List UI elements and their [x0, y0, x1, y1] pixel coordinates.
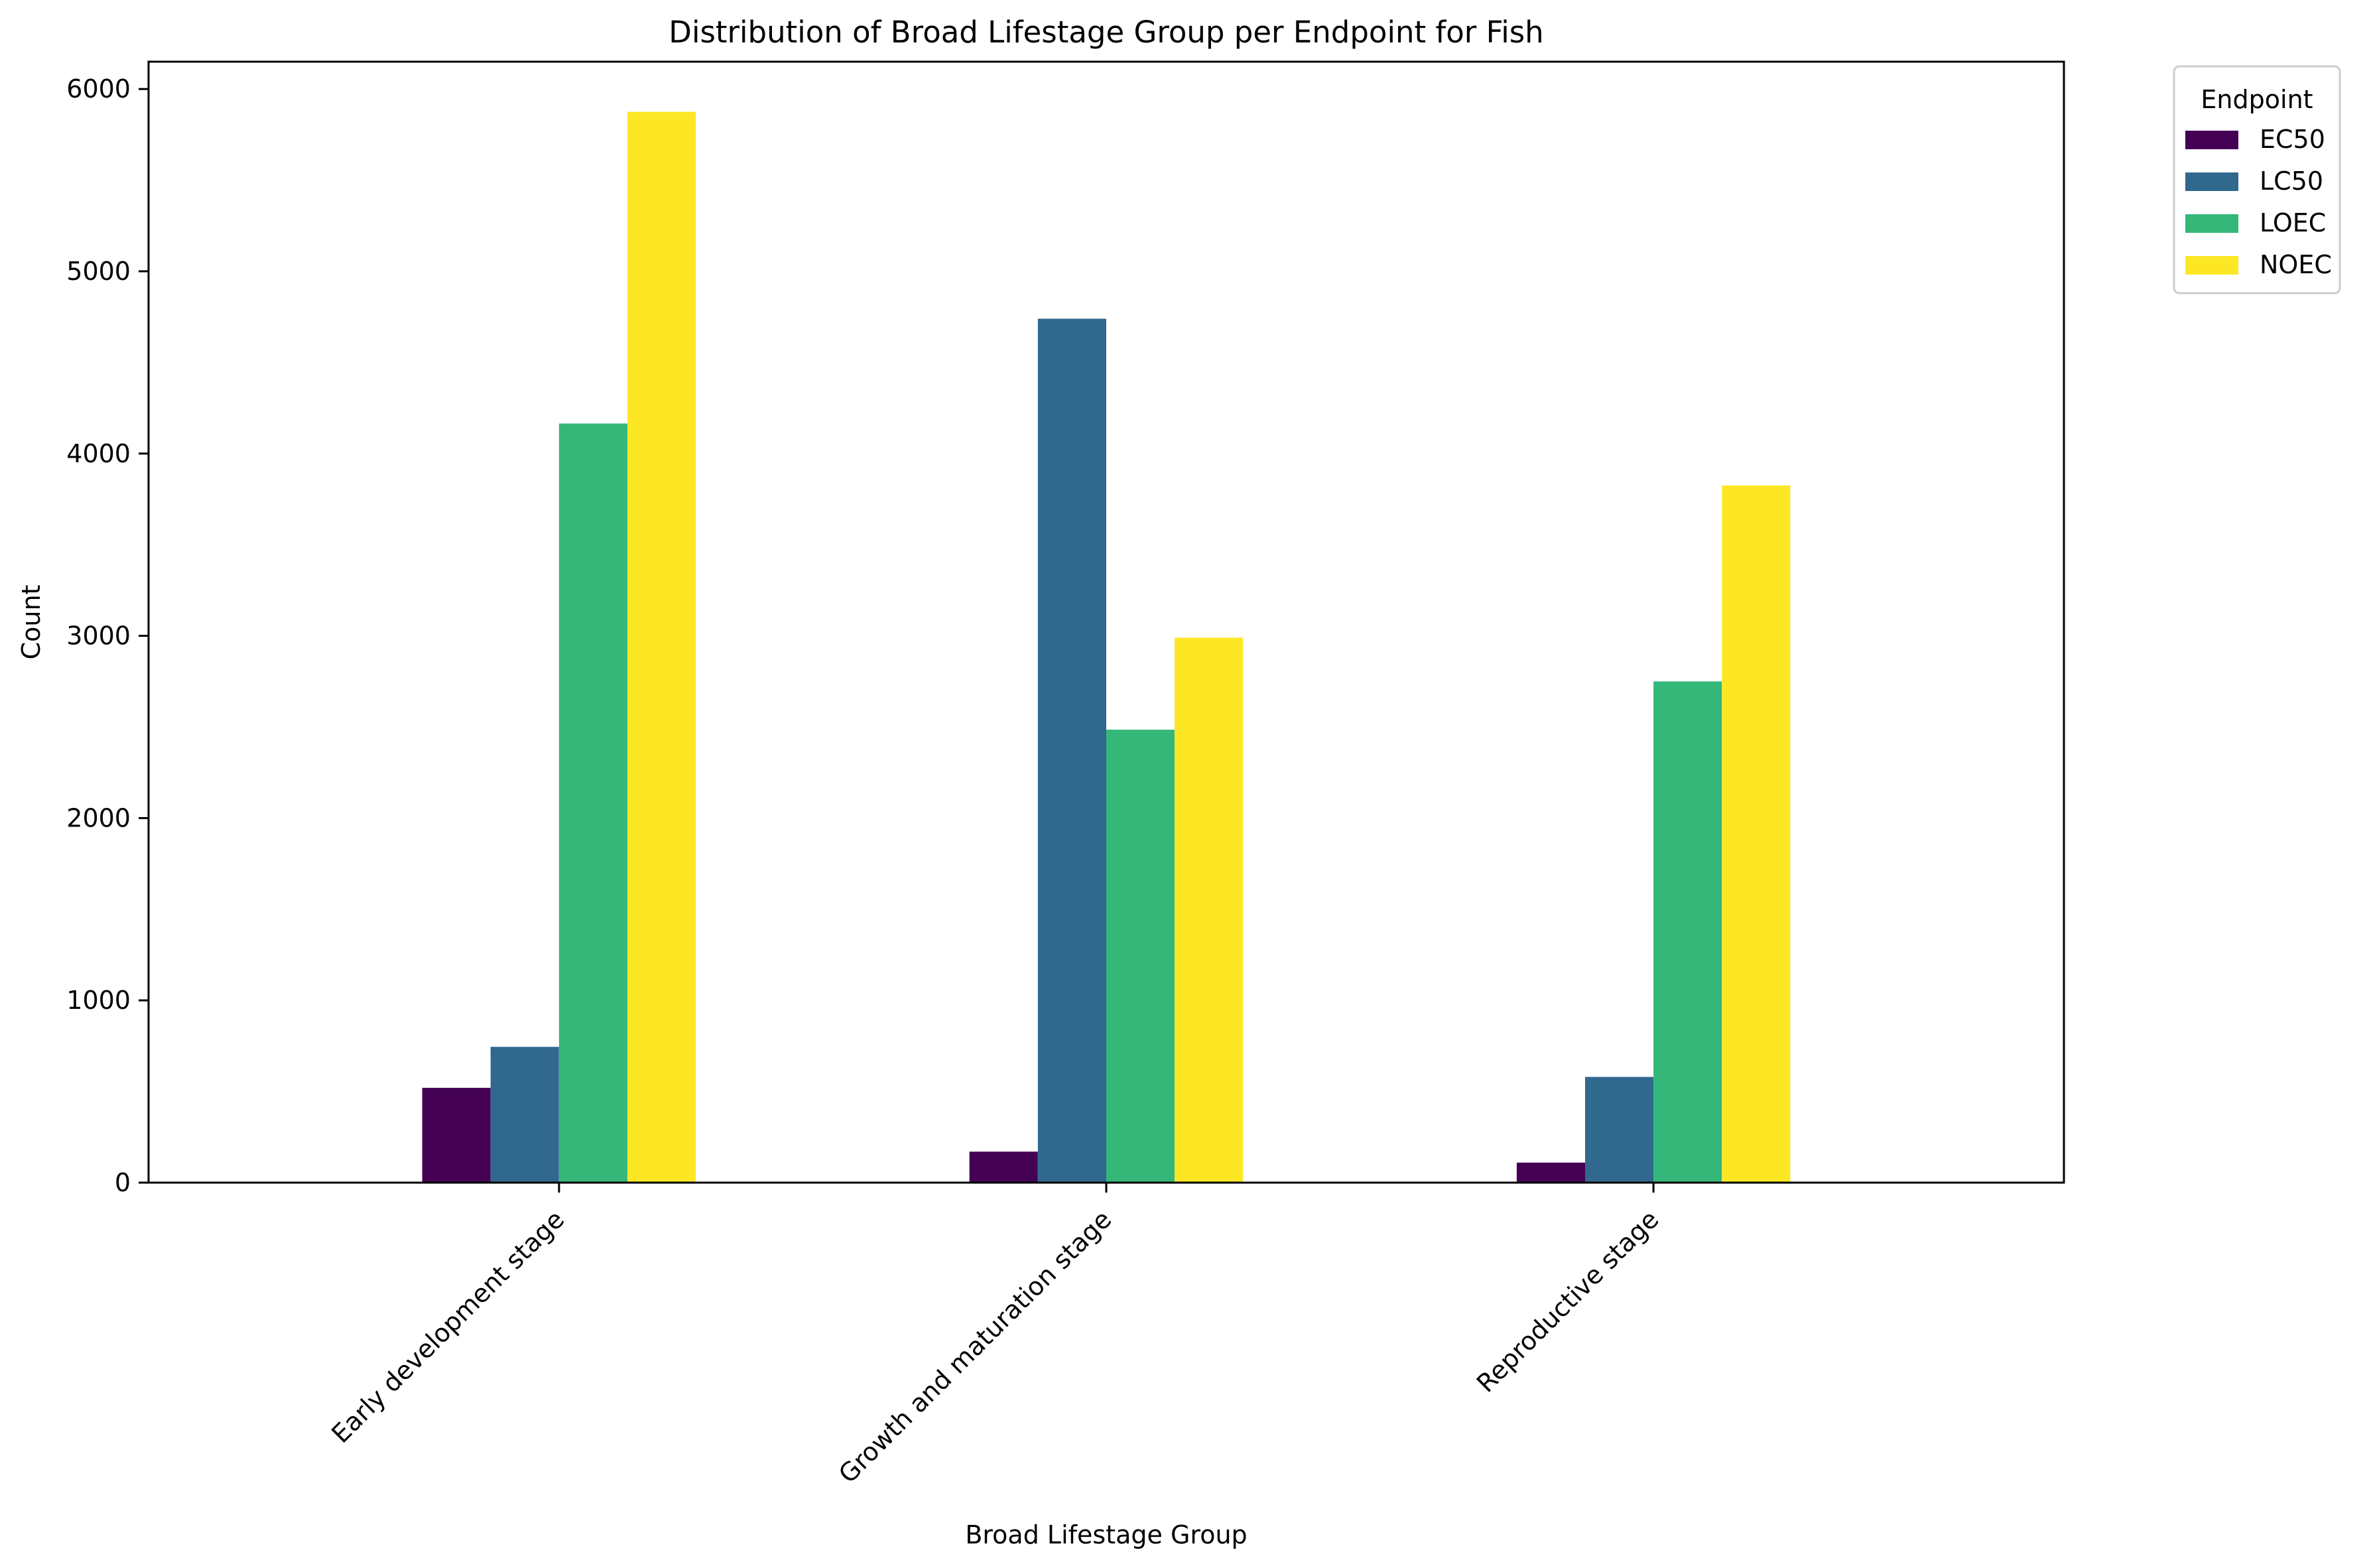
- bar-noec-1: [627, 111, 696, 1183]
- bar-noec-3: [1722, 485, 1791, 1183]
- y-tick-label: 6000: [66, 74, 131, 103]
- legend: Endpoint EC50 LC50 LOEC NOEC: [2173, 65, 2341, 294]
- legend-title: Endpoint: [2201, 85, 2313, 114]
- y-tick-label: 4000: [66, 439, 131, 468]
- legend-label-ec50: EC50: [2260, 125, 2325, 154]
- legend-swatch-ec50: [2185, 131, 2238, 149]
- legend-label-noec: NOEC: [2260, 250, 2332, 279]
- legend-label-lc50: LC50: [2260, 166, 2323, 196]
- legend-swatch-noec: [2185, 256, 2238, 275]
- bar-lc50-3: [1585, 1077, 1654, 1183]
- legend-entries: EC50 LC50 LOEC NOEC: [2185, 125, 2332, 279]
- bar-ec50-3: [1516, 1162, 1585, 1183]
- bar-lc50-2: [1037, 318, 1106, 1183]
- bar-loec-2: [1106, 730, 1175, 1183]
- bar-noec-2: [1175, 637, 1244, 1183]
- bar-ec50-1: [422, 1088, 491, 1183]
- y-tick-label: 1000: [66, 986, 131, 1015]
- y-tick-label: 3000: [66, 621, 131, 651]
- x-axis-label: Broad Lifestage Group: [965, 1520, 1247, 1549]
- y-tick-label: 2000: [66, 803, 131, 832]
- bar-loec-3: [1653, 681, 1722, 1183]
- y-axis-label: Count: [17, 585, 46, 660]
- legend-frame: [2173, 65, 2341, 294]
- chart-title: Distribution of Broad Lifestage Group pe…: [669, 15, 1543, 50]
- y-axis: 0 1000 2000 3000 4000 5000 6000: [66, 74, 149, 1197]
- y-tick-label: 0: [115, 1168, 131, 1197]
- bar-lc50-1: [490, 1047, 559, 1183]
- bar-loec-1: [558, 423, 627, 1183]
- bar-ec50-2: [969, 1151, 1038, 1183]
- bars-layer: [422, 111, 1791, 1183]
- legend-swatch-lc50: [2185, 172, 2238, 191]
- y-tick-label: 5000: [66, 257, 131, 286]
- plot-frame: [147, 60, 2065, 1184]
- legend-label-loec: LOEC: [2260, 208, 2326, 237]
- legend-swatch-loec: [2185, 214, 2238, 233]
